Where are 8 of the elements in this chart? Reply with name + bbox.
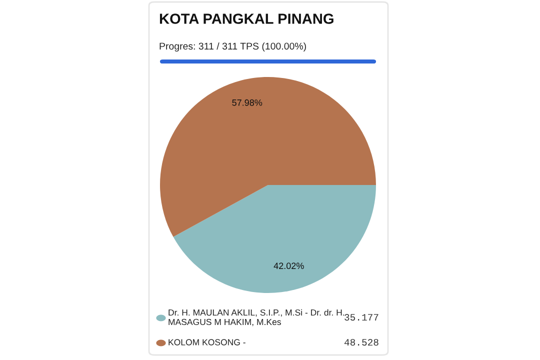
legend-label: KOLOM KOSONG -	[168, 339, 246, 346]
chart-subtitle: Progres: 311 / 311 TPS (100.00%)	[160, 42, 306, 52]
text: 57.98%	[232, 99, 262, 106]
data-label: 48.528	[344, 339, 378, 346]
text: 42.02%	[274, 262, 304, 270]
data-label: 35.177	[344, 314, 378, 321]
chart-title: KOTA PANGKAL PINANG	[160, 14, 334, 24]
legend-label: Dr. H. MAULAN AKLIL, S.I.P., M.Si - Dr. dr. H. MASAGUS M HAKIM, M.Kes	[168, 309, 344, 326]
